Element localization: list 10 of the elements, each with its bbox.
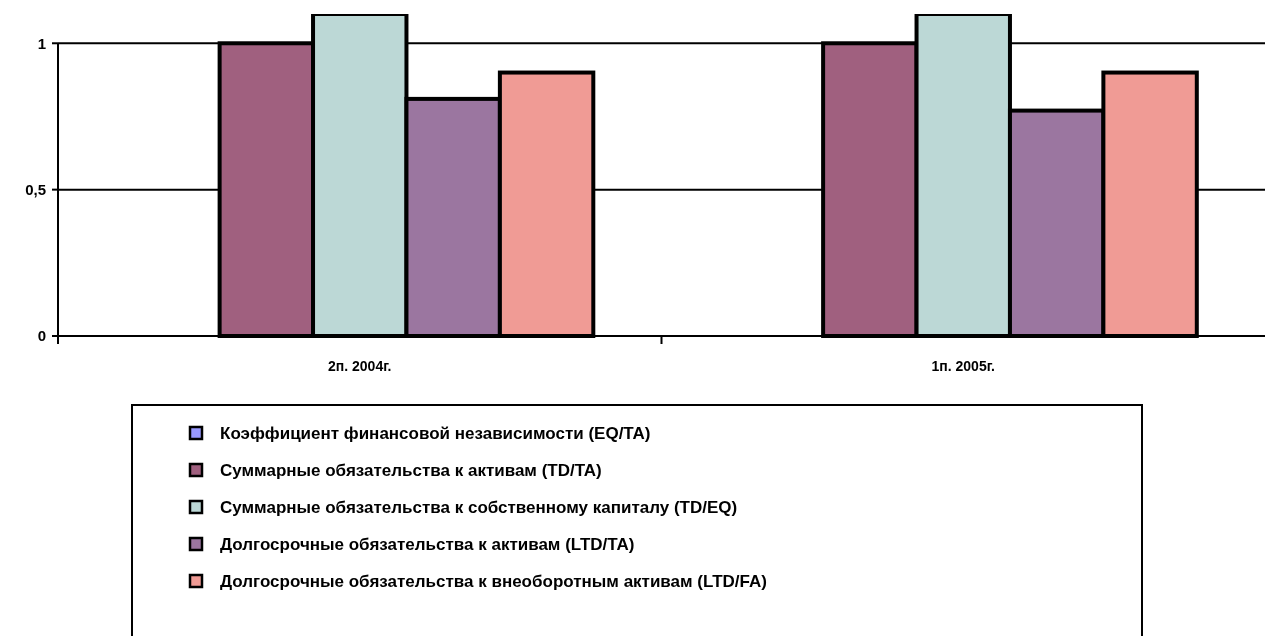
x-tick-label: 1п. 2005г. [931, 358, 995, 374]
y-tick-label: 0 [37, 327, 46, 345]
legend-label: Суммарные обязательства к активам (TD/TA) [220, 460, 602, 480]
y-tick-label: 1 [37, 34, 46, 52]
legend-label: Суммарные обязательства к собственному капиталу (TD/EQ) [220, 497, 738, 517]
x-tick-label: 2п. 2004г. [328, 358, 392, 374]
y-tick-label: 0,5 [25, 180, 46, 198]
legend-label: Долгосрочные обязательства к активам (LTD/TA) [220, 534, 635, 554]
legend-label: Коэффициент финансовой независимости (EQ/TA) [220, 423, 651, 443]
legend-label: Долгосрочные обязательства к внеоборотным активам (LTD/FA) [220, 571, 767, 591]
